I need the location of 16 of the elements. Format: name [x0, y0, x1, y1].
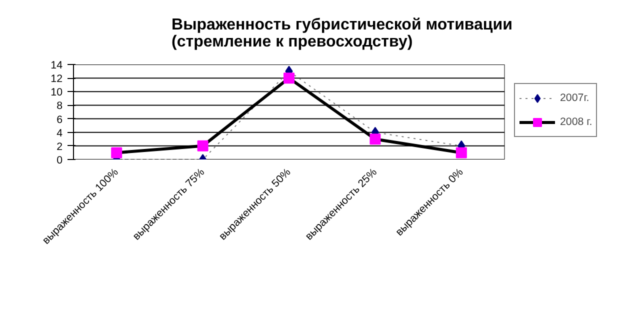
legend-label: 2007г.	[560, 92, 590, 104]
point	[284, 72, 294, 84]
chart-title: Выраженность губристической мотивации (стремление к превосходству)	[172, 16, 512, 50]
point	[197, 140, 208, 152]
y-tick-label: 10	[50, 86, 63, 99]
point	[456, 147, 467, 158]
y-tick-label: 12	[50, 73, 63, 86]
y-tick-label: 14	[50, 60, 63, 72]
point	[370, 134, 381, 145]
y-tick-label: 6	[56, 114, 63, 126]
y-tick-label: 4	[56, 127, 63, 140]
y-tick-label: 0	[56, 154, 63, 166]
point	[111, 147, 122, 158]
legend-label: 2008 г.	[560, 116, 592, 128]
y-tick-label: 8	[56, 100, 63, 112]
y-tick-label: 2	[56, 140, 63, 153]
